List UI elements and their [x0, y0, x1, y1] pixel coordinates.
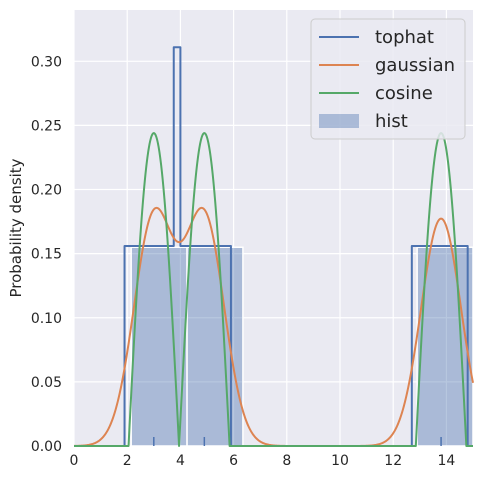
x-tick-label: 4 [176, 453, 185, 469]
legend: tophat gaussian cosine hist [310, 18, 466, 140]
series-line-cosine [73, 132, 474, 447]
x-tick-label: 14 [437, 453, 455, 469]
legend-label-tophat: tophat [375, 27, 434, 48]
y-tick-label: 0.05 [31, 375, 62, 391]
y-tick-label: 0.00 [31, 439, 62, 455]
hist-bar [130, 246, 188, 447]
y-tick-label: 0.15 [31, 247, 62, 263]
x-tick-label: 8 [282, 453, 291, 469]
x-tick-label: 0 [70, 453, 79, 469]
y-axis-label: Probability density [7, 158, 25, 297]
x-tick-label: 6 [229, 453, 238, 469]
y-tick-label: 0.20 [31, 183, 62, 199]
legend-label-hist: hist [375, 111, 408, 132]
y-axis: 0.00 0.05 0.10 0.15 0.20 0.25 0.30 [31, 54, 62, 455]
y-tick-label: 0.30 [31, 54, 62, 70]
legend-label-cosine: cosine [375, 83, 433, 104]
series-lines [73, 46, 474, 447]
x-axis: 0 2 4 6 8 10 12 14 [70, 453, 456, 469]
x-tick-label: 2 [123, 453, 132, 469]
legend-label-gaussian: gaussian [375, 55, 455, 76]
legend-swatch-hist [319, 114, 359, 128]
legend-box [310, 18, 466, 140]
hist-bar [186, 246, 244, 447]
y-tick-label: 0.10 [31, 311, 62, 327]
x-tick-label: 12 [384, 453, 402, 469]
x-tick-label: 10 [331, 453, 349, 469]
sample-rug [153, 437, 442, 446]
y-tick-label: 0.25 [31, 118, 62, 134]
series-line-tophat [74, 46, 473, 447]
